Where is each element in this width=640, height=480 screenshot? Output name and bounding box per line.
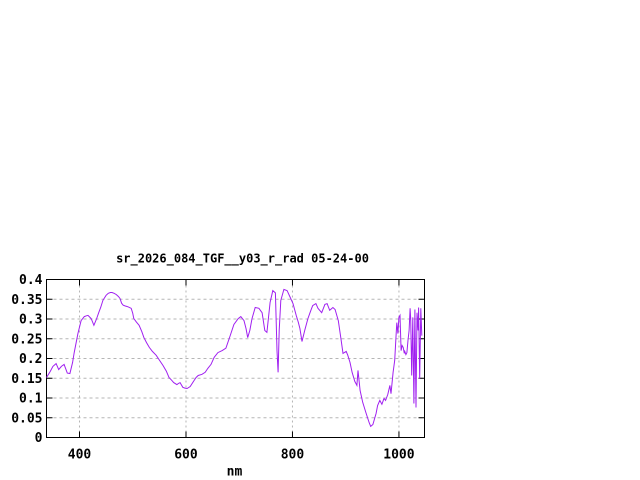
x-tick-label: 600 bbox=[174, 448, 198, 463]
y-tick-label: 0.15 bbox=[11, 372, 42, 387]
spectral-curve bbox=[46, 288, 423, 428]
y-tick-label: 0.25 bbox=[11, 332, 42, 347]
x-tick-label: 800 bbox=[281, 448, 305, 463]
y-tick-label: 0.4 bbox=[19, 273, 43, 288]
y-tick-label: 0 bbox=[35, 431, 43, 446]
chart-title: sr_2026_084_TGF__y03_r_rad 05-24-00 bbox=[116, 252, 369, 267]
x-axis-label: nm bbox=[227, 465, 243, 480]
y-tick-label: 0.1 bbox=[19, 392, 43, 407]
y-tick-label: 0.2 bbox=[19, 352, 42, 367]
x-tick-label: 400 bbox=[68, 448, 92, 463]
y-tick-label: 0.3 bbox=[19, 313, 42, 328]
y-tick-label: 0.05 bbox=[11, 411, 42, 426]
tick-labels: 0 0.05 0.1 0.15 0.2 0.25 0.3 0.35 0.4 400 600 800 10… bbox=[11, 273, 415, 463]
x-tick-label: 1000 bbox=[383, 448, 414, 463]
y-tick-label: 0.35 bbox=[11, 293, 42, 308]
gridlines bbox=[47, 280, 424, 437]
